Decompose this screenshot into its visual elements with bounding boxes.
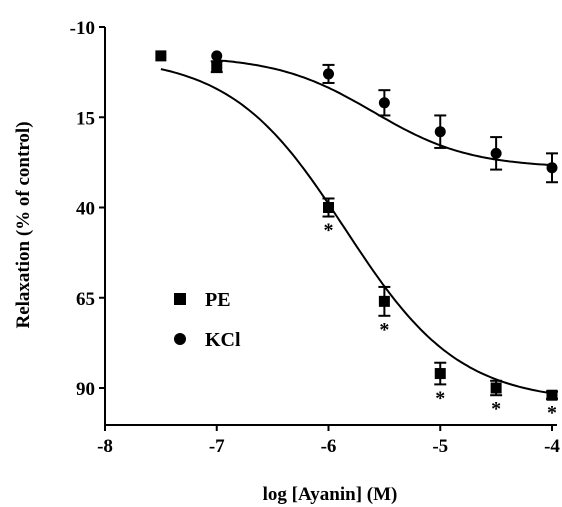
significance-mark-pe: * xyxy=(491,398,501,420)
y-tick-label: 90 xyxy=(76,379,95,400)
significance-mark-pe: * xyxy=(547,402,557,424)
data-point-pe xyxy=(378,295,390,307)
fit-curve-pe xyxy=(160,68,553,395)
data-point-pe xyxy=(211,61,223,73)
data-point-pe xyxy=(155,50,167,62)
y-tick-label: 40 xyxy=(76,199,95,220)
legend-label-pe: PE xyxy=(205,289,231,311)
x-tick-label: -8 xyxy=(97,436,113,457)
data-point-kcl xyxy=(490,147,502,159)
significance-mark-pe: * xyxy=(379,319,389,341)
x-tick-label: -5 xyxy=(432,436,448,457)
data-point-pe xyxy=(323,202,334,213)
data-point-kcl xyxy=(378,97,390,109)
data-points xyxy=(155,50,558,401)
legend-marker-kcl xyxy=(174,333,186,345)
data-point-kcl xyxy=(211,50,223,62)
data-point-kcl xyxy=(323,68,334,80)
significance-mark-pe: * xyxy=(435,387,445,409)
tick-labels: -8 -7 -6 -5 -4 -10 15 40 65 90 xyxy=(70,18,561,457)
data-point-pe xyxy=(434,368,446,380)
y-axis-label: Relaxation (% of control) xyxy=(13,121,34,328)
y-tick-label: -10 xyxy=(70,18,95,39)
legend-marker-pe xyxy=(174,293,186,305)
data-point-kcl xyxy=(434,126,446,138)
x-tick-label: -4 xyxy=(544,436,560,457)
legend: PE KCl xyxy=(174,289,241,351)
significance-mark-pe: * xyxy=(324,220,334,242)
x-axis-label: log [Ayanin] (M) xyxy=(263,484,398,505)
axes xyxy=(99,26,557,431)
y-tick-label: 65 xyxy=(76,289,95,310)
x-tick-label: -6 xyxy=(321,436,337,457)
data-point-kcl xyxy=(546,162,558,174)
significance-marks: * * * * * xyxy=(324,220,558,424)
legend-label-kcl: KCl xyxy=(205,329,241,351)
data-point-pe xyxy=(490,382,502,394)
x-tick-label: -7 xyxy=(209,436,225,457)
y-tick-label: 15 xyxy=(76,108,95,129)
data-point-pe xyxy=(546,389,558,401)
